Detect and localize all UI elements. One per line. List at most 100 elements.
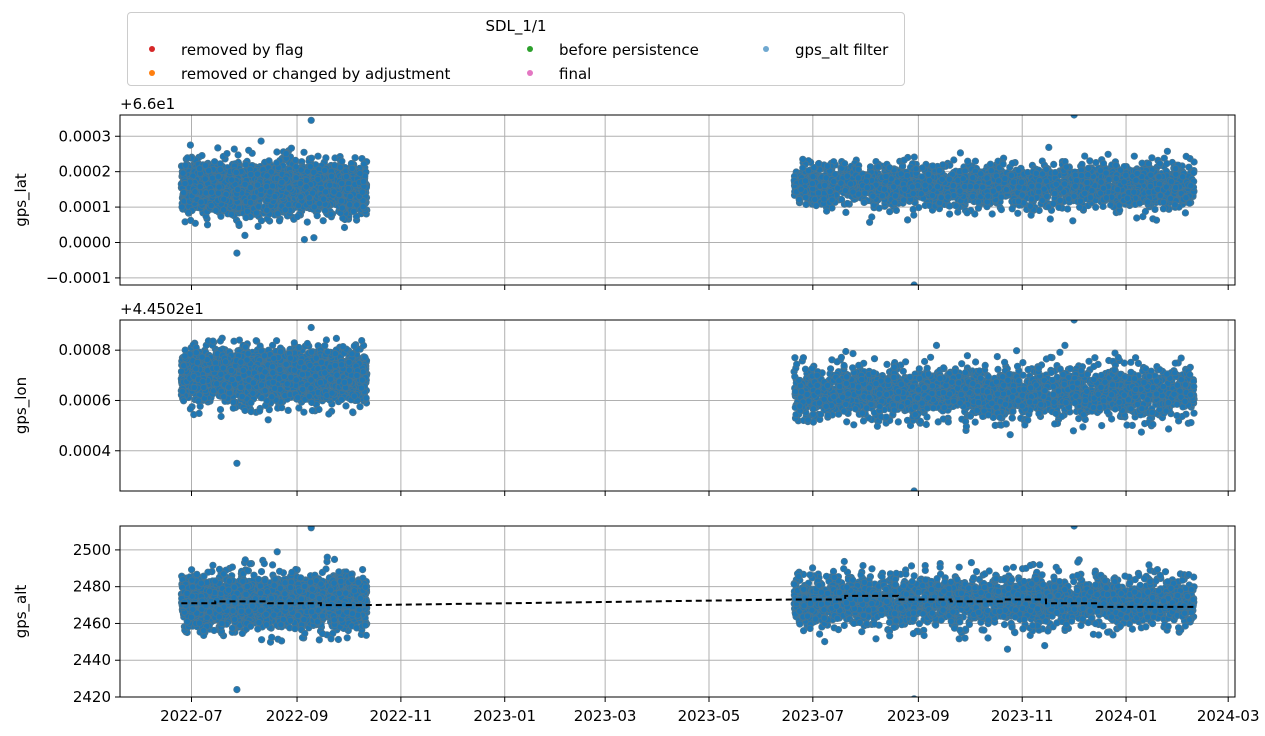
data-point [202,212,210,220]
data-point [829,175,837,183]
data-point [1148,194,1156,202]
data-point [901,178,909,186]
data-point [1165,205,1173,213]
data-point [810,173,819,181]
data-point [246,185,254,193]
data-point [211,203,219,211]
data-point [1111,158,1120,166]
data-point [347,173,355,181]
data-point [241,190,249,198]
data-point [271,182,279,190]
data-point [1045,179,1053,187]
data-point [801,188,809,196]
data-point [227,200,235,208]
data-point [193,173,201,181]
data-point [875,175,883,183]
data-point [878,186,886,194]
data-point [1002,181,1010,189]
data-point [1144,182,1152,190]
data-point [814,172,822,181]
data-point [202,194,210,202]
data-point [214,167,222,175]
data-point [185,197,194,205]
data-point [1036,171,1044,179]
data-point [1018,192,1026,200]
data-point [347,172,355,180]
data-point [268,182,277,190]
data-point [345,184,354,192]
data-point [817,165,825,173]
data-point [1082,188,1090,196]
data-point [247,193,255,201]
data-point [346,183,355,191]
data-point [292,172,300,180]
data-point [283,172,291,180]
data-point [921,166,929,174]
data-point [241,172,249,180]
data-point [293,182,301,190]
data-point [1029,198,1037,206]
data-point [1087,183,1096,191]
data-point [978,187,986,195]
data-point [797,179,805,187]
data-point [898,177,906,185]
data-point [1124,192,1133,200]
data-point [871,170,879,178]
data-point [266,171,274,179]
data-point [206,167,214,175]
data-point [220,197,229,205]
data-point [317,167,325,175]
data-point [971,189,979,197]
data-point [222,186,230,194]
data-point [319,187,328,195]
data-point [872,158,880,166]
data-point [246,194,254,202]
data-point [870,183,878,191]
data-point [316,202,324,210]
data-point [326,186,334,194]
data-point [944,201,953,209]
data-point [1184,191,1192,199]
data-point [250,187,258,196]
data-point [918,164,927,172]
data-point [242,174,250,182]
data-point [254,181,262,189]
data-point [207,182,215,190]
data-point [1048,180,1056,188]
data-point [259,185,268,193]
data-point [239,182,248,190]
data-point [1087,167,1095,175]
data-point [1075,183,1083,191]
data-point [250,185,258,193]
data-point [245,146,253,154]
data-point [1011,190,1019,198]
data-point [1035,184,1043,192]
data-point [296,192,304,200]
data-point [248,195,256,203]
data-point [1022,185,1030,193]
data-point [340,186,348,194]
data-point [313,168,321,176]
data-point [1112,186,1120,195]
data-point [1104,180,1112,188]
data-point [181,194,189,202]
data-point [978,178,986,186]
data-point [301,185,309,193]
data-point [251,170,259,178]
data-point [1125,186,1134,194]
data-point [318,185,326,193]
data-point [966,196,974,204]
data-point [196,183,204,191]
data-point [201,186,209,194]
data-point [355,187,363,195]
data-point [256,176,264,184]
data-point [217,195,225,203]
data-point [855,175,863,183]
data-point [830,158,838,166]
data-point [1023,184,1032,192]
data-point [960,186,968,194]
data-point [1081,170,1089,178]
data-point [1126,191,1134,199]
data-point [1081,152,1089,160]
data-point [1039,170,1047,178]
